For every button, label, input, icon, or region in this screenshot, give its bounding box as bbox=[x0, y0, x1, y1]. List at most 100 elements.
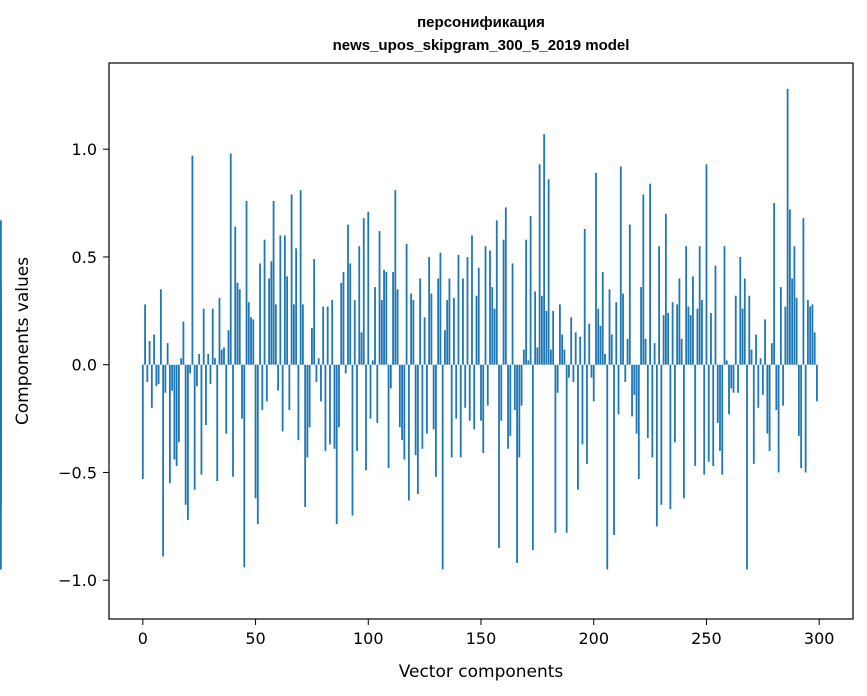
bar bbox=[509, 364, 512, 436]
bar bbox=[455, 364, 458, 419]
bar bbox=[813, 332, 816, 365]
bar bbox=[788, 209, 791, 365]
bar bbox=[304, 364, 307, 507]
bar bbox=[782, 364, 785, 406]
bar bbox=[545, 310, 548, 365]
bar bbox=[800, 364, 803, 469]
bar bbox=[410, 293, 413, 365]
bar bbox=[444, 330, 446, 365]
bar bbox=[791, 278, 794, 365]
bar bbox=[540, 295, 543, 365]
bar bbox=[209, 364, 212, 385]
bar bbox=[710, 312, 712, 365]
bar bbox=[306, 364, 309, 458]
bar bbox=[0, 220, 2, 365]
bar bbox=[673, 364, 676, 443]
bar bbox=[207, 353, 210, 365]
bar bbox=[797, 364, 800, 436]
bar bbox=[236, 282, 239, 365]
bar bbox=[428, 256, 431, 365]
bar bbox=[407, 364, 410, 501]
bar bbox=[489, 250, 491, 365]
bar bbox=[416, 364, 419, 495]
bar bbox=[583, 228, 586, 365]
bar bbox=[664, 213, 667, 365]
y-tick-label: 0.5 bbox=[72, 248, 97, 267]
bar bbox=[590, 364, 593, 378]
bar bbox=[741, 308, 744, 365]
bar bbox=[421, 364, 424, 449]
bar bbox=[383, 269, 385, 365]
bar bbox=[547, 179, 550, 365]
bar bbox=[644, 338, 647, 365]
x-tick-label: 200 bbox=[578, 629, 609, 648]
bar bbox=[173, 364, 176, 460]
bar bbox=[193, 364, 196, 490]
bar bbox=[667, 312, 670, 365]
bar bbox=[507, 364, 509, 449]
bar bbox=[241, 364, 243, 419]
bar bbox=[707, 364, 710, 462]
bar bbox=[495, 220, 498, 365]
bar bbox=[283, 235, 286, 365]
bar bbox=[232, 364, 234, 477]
bar bbox=[166, 343, 169, 365]
bar bbox=[642, 194, 645, 365]
bar bbox=[412, 300, 415, 365]
bar bbox=[261, 364, 264, 410]
bar bbox=[189, 364, 192, 374]
bar bbox=[453, 297, 455, 365]
bar bbox=[272, 200, 275, 365]
bar bbox=[759, 358, 762, 365]
bar bbox=[615, 302, 618, 365]
bar bbox=[563, 349, 566, 365]
bar bbox=[200, 364, 203, 475]
bar bbox=[286, 276, 289, 365]
bar bbox=[775, 364, 778, 410]
bar bbox=[568, 364, 570, 378]
bar bbox=[807, 300, 809, 365]
bar bbox=[617, 364, 620, 415]
bar bbox=[559, 304, 561, 365]
bar bbox=[683, 364, 685, 499]
bar bbox=[369, 364, 372, 419]
bar bbox=[619, 166, 622, 365]
bar bbox=[651, 364, 654, 458]
bar bbox=[795, 297, 798, 365]
bar bbox=[340, 282, 343, 365]
bar bbox=[635, 364, 638, 434]
bar bbox=[371, 360, 374, 365]
bar bbox=[245, 200, 248, 365]
bar bbox=[705, 164, 708, 365]
bar bbox=[716, 364, 719, 423]
bar bbox=[752, 364, 755, 464]
bar bbox=[680, 338, 683, 365]
bar bbox=[613, 364, 615, 535]
bar bbox=[218, 297, 221, 365]
bar bbox=[351, 364, 354, 516]
bar bbox=[608, 289, 611, 365]
bar bbox=[739, 256, 742, 365]
bar bbox=[437, 278, 440, 365]
bar bbox=[423, 317, 426, 365]
bar bbox=[527, 360, 530, 365]
y-tick-label: −1.0 bbox=[58, 571, 97, 590]
bar bbox=[633, 364, 636, 395]
bar bbox=[491, 287, 494, 365]
bar bbox=[649, 183, 651, 365]
bar bbox=[531, 364, 534, 551]
bar bbox=[254, 364, 257, 499]
bar bbox=[536, 347, 539, 365]
bar bbox=[356, 364, 358, 451]
bar bbox=[394, 190, 397, 365]
bar bbox=[414, 364, 417, 456]
bar bbox=[353, 300, 356, 365]
bar bbox=[764, 319, 766, 365]
bar bbox=[599, 325, 602, 365]
bar bbox=[392, 272, 394, 365]
bar bbox=[816, 364, 818, 402]
bar bbox=[202, 308, 205, 365]
bar bbox=[588, 323, 591, 365]
bar bbox=[658, 246, 661, 365]
